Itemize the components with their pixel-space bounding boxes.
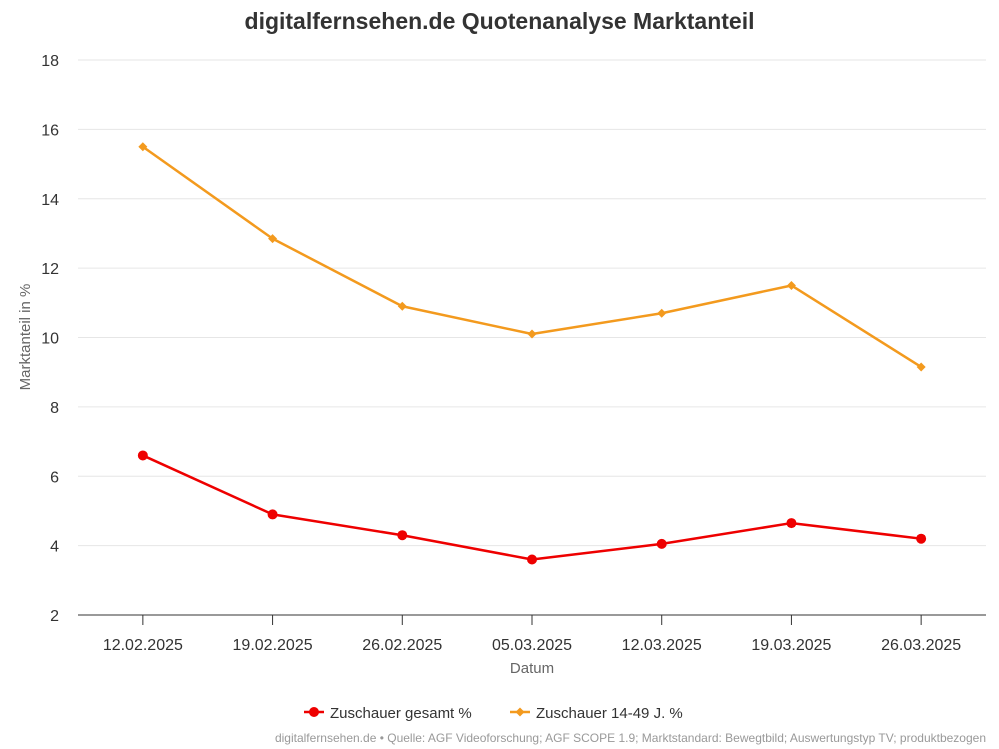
x-tick-label: 26.03.2025 [881,637,961,654]
y-tick-label: 2 [50,608,59,625]
series-1 [137,450,927,565]
y-tick-label: 6 [50,469,59,486]
series-group [137,142,927,565]
legend-item[interactable]: Zuschauer 14-49 J. % [510,705,683,722]
data-point[interactable] [527,329,537,339]
data-point[interactable] [267,509,278,520]
gridlines [78,59,986,547]
data-point[interactable] [786,280,796,290]
legend-item[interactable]: Zuschauer gesamt % [304,705,472,722]
data-point[interactable] [397,301,407,311]
legend: Zuschauer gesamt % Zuschauer 14-49 J. % [304,705,683,722]
data-point[interactable] [916,533,927,544]
data-point[interactable] [268,234,278,244]
x-axis-title: Datum [510,660,554,677]
y-tick-label: 4 [50,539,59,556]
y-axis-ticks: 2 4 6 8 10 12 14 16 18 [41,53,59,625]
data-point[interactable] [397,530,408,541]
y-tick-label: 12 [41,261,59,278]
chart-title: digitalfernsehen.de Quotenanalyse Markta… [245,8,755,34]
y-tick-label: 18 [41,53,59,70]
legend-label: Zuschauer 14-49 J. % [536,705,683,722]
x-tick-label: 19.02.2025 [233,637,313,654]
y-tick-label: 14 [41,192,59,209]
x-tick-label: 05.03.2025 [492,637,572,654]
legend-marker [309,707,319,717]
source-note: digitalfernsehen.de • Quelle: AGF Videof… [275,731,986,745]
series-line [141,454,923,561]
data-point[interactable] [137,450,148,461]
series-2 [138,142,926,372]
y-tick-label: 16 [41,122,59,139]
data-point[interactable] [786,518,797,529]
x-axis-ticks: 12.02.2025 19.02.2025 26.02.2025 05.03.2025… [103,615,961,654]
x-tick-label: 19.03.2025 [751,637,831,654]
legend-marker [515,707,525,717]
y-axis-title: Marktanteil in % [17,284,34,391]
data-point[interactable] [916,362,926,372]
data-point[interactable] [138,142,148,152]
data-point[interactable] [527,554,537,565]
x-tick-label: 12.02.2025 [103,637,183,654]
data-point[interactable] [656,538,667,549]
y-tick-label: 8 [50,400,59,417]
x-tick-label: 12.03.2025 [622,637,702,654]
data-point[interactable] [657,308,667,318]
legend-label: Zuschauer gesamt % [330,705,472,722]
y-tick-label: 10 [41,331,59,348]
x-tick-label: 26.02.2025 [362,637,442,654]
